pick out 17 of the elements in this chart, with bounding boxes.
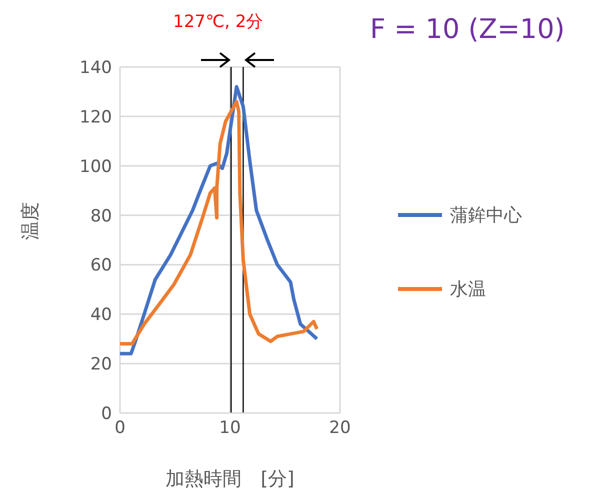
legend-label: 水温 <box>450 278 486 301</box>
y-tick-label: 120 <box>80 107 112 128</box>
x-tick-label: 10 <box>219 418 241 438</box>
y-tick-label: 100 <box>80 156 112 177</box>
y-tick-label: 40 <box>90 305 112 326</box>
y-tick-label: 80 <box>90 206 112 226</box>
x-axis-title: 加熱時間 [分] <box>166 468 294 490</box>
text: F = 10 (Z=10) <box>370 14 565 45</box>
y-tick-label: 0 <box>101 404 112 424</box>
text: 127℃, 2分 <box>173 11 264 33</box>
x-tick-label: 0 <box>114 418 126 438</box>
legend-label: 蒲鉾中心 <box>450 204 522 227</box>
y-axis-title: 温度 <box>20 202 42 240</box>
y-tick-label: 60 <box>90 256 112 276</box>
y-tick-label: 20 <box>90 354 112 375</box>
x-tick-label: 20 <box>329 418 351 438</box>
y-tick-label: 140 <box>80 58 112 78</box>
